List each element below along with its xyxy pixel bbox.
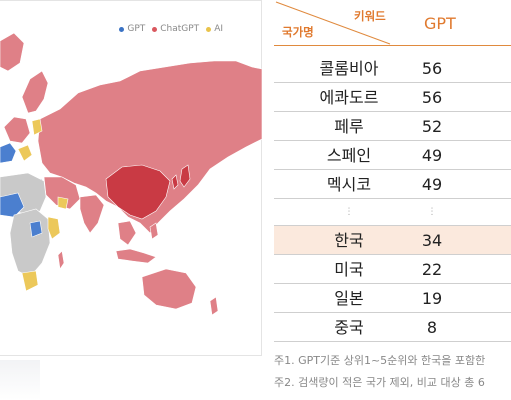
- country-name: 멕시코: [326, 175, 372, 194]
- world-map-panel: GPT ChatGPT AI: [0, 0, 262, 356]
- header-country: 국가명: [282, 25, 314, 39]
- central-africa-region: [9, 208, 51, 278]
- header-keyword: 키워드: [354, 9, 386, 23]
- country-name: 미국: [334, 260, 364, 279]
- table-row: 중국 8: [274, 313, 511, 342]
- country-name: 페루: [334, 117, 364, 136]
- middle-east-ai: [57, 196, 69, 210]
- country-name: 콜롬비아: [319, 59, 379, 78]
- gpt-value: 49: [421, 146, 443, 165]
- gpt-value: 52: [421, 117, 443, 136]
- legend-label-gpt: GPT: [127, 24, 146, 34]
- se-asia-region: [117, 220, 137, 246]
- footnote-1: 주1. GPT기준 상위1~5순위와 한국을 포함한: [274, 354, 486, 367]
- western-europe-region: [3, 116, 31, 144]
- table-row-ellipsis: ⋮ ⋮: [274, 199, 511, 226]
- legend-dot-gpt: [119, 26, 125, 32]
- world-map: [0, 32, 262, 316]
- country-name: 스페인: [326, 146, 372, 165]
- table-row: 페루 52: [274, 112, 511, 141]
- legend-dot-chatgpt: [152, 26, 158, 32]
- gpt-ranking-table: 키워드 국가명 GPT 콜롬비아 56 에콰도르 56 페루 52 스페인 49 멕시코 49 ⋮ ⋮…: [274, 0, 511, 400]
- madagascar-region: [57, 250, 65, 270]
- legend-dot-ai: [206, 26, 212, 32]
- header-diagonal-divider: [275, 1, 391, 45]
- table-row: 일본 19: [274, 284, 511, 313]
- indonesia-region: [115, 248, 157, 264]
- east-africa-ai: [47, 216, 61, 240]
- table-row: 콜롬비아 56: [274, 54, 511, 83]
- table-header: 키워드 국가명 GPT: [274, 0, 511, 46]
- country-name: 일본: [334, 289, 364, 308]
- gpt-value: 49: [421, 175, 443, 194]
- legend-label-ai: AI: [214, 24, 223, 34]
- gpt-value: 19: [421, 289, 443, 308]
- header-gpt: GPT: [424, 14, 456, 33]
- philippines-region: [149, 222, 159, 240]
- middle-east-region: [43, 176, 81, 210]
- australia-region: [141, 268, 197, 310]
- europe-ai-2: [31, 118, 43, 136]
- table-row: 멕시코 49: [274, 170, 511, 199]
- west-africa-gpt: [0, 192, 25, 218]
- iberia-region: [0, 142, 17, 164]
- country-name: 한국: [334, 231, 364, 250]
- legend-entry-chatgpt: ChatGPT: [152, 24, 199, 34]
- table-row: 미국 22: [274, 255, 511, 284]
- japan-region: [179, 164, 191, 188]
- gpt-value: 22: [421, 260, 443, 279]
- legend-entry-ai: AI: [206, 24, 223, 34]
- gpt-value: 8: [426, 318, 438, 337]
- map-legend: GPT ChatGPT AI: [119, 24, 223, 34]
- legend-label-chatgpt: ChatGPT: [160, 24, 200, 34]
- scandinavia-region: [21, 70, 49, 114]
- china-region: [105, 164, 171, 220]
- europe-ai-1: [17, 144, 33, 162]
- gpt-value: 56: [421, 59, 443, 78]
- india-region: [79, 194, 105, 234]
- korea-region: [171, 174, 179, 190]
- country-name: 에콰도르: [319, 88, 379, 107]
- map-bottom-fade: [0, 360, 40, 400]
- gpt-value: 34: [421, 231, 443, 250]
- north-edge-region: [0, 32, 25, 72]
- new-zealand-region: [209, 296, 219, 316]
- south-africa-ai: [21, 270, 39, 292]
- country-name: ⋮: [344, 207, 354, 217]
- africa-gpt-2: [29, 220, 43, 238]
- gpt-value: ⋮: [427, 207, 437, 217]
- table-row: 한국 34: [274, 226, 511, 255]
- table-row: 에콰도르 56: [274, 83, 511, 112]
- legend-entry-gpt: GPT: [119, 24, 145, 34]
- eurasia-region: [37, 60, 262, 234]
- footnote-2: 주2. 검색량이 적은 국가 제외, 비교 대상 총 6: [274, 376, 485, 389]
- table-row: 스페인 49: [274, 141, 511, 170]
- country-name: 중국: [334, 318, 364, 337]
- gpt-value: 56: [421, 88, 443, 107]
